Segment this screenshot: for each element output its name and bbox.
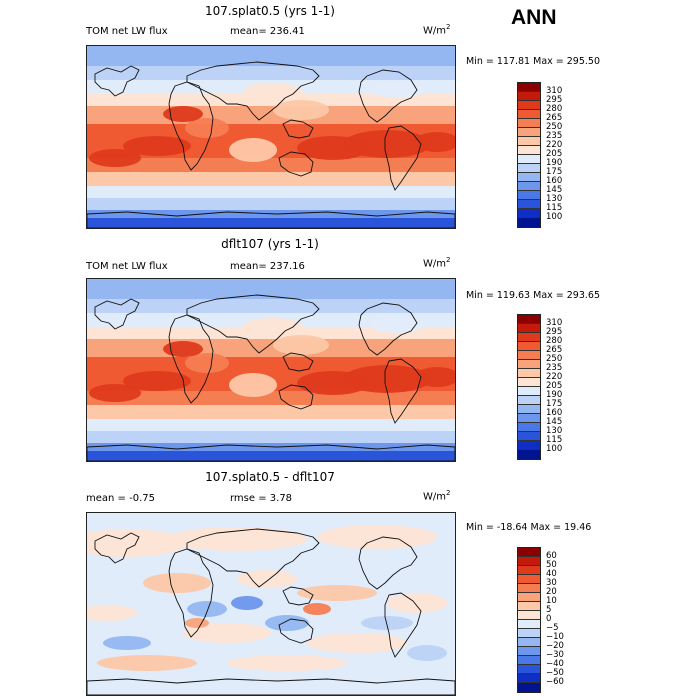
- colorbar-tick-label: 280: [546, 336, 563, 346]
- colorbar-tick-label: −60: [546, 677, 564, 687]
- colorbar-tick-label: 115: [546, 203, 563, 213]
- colorbar-tick-label: 130: [546, 194, 563, 204]
- panel-2-mean-label: mean= 237.16: [230, 261, 305, 272]
- colorbar-tick-label: 175: [546, 399, 563, 409]
- panel-2-colorbar: [517, 314, 541, 460]
- colorbar-tick-label: 60: [546, 551, 557, 561]
- colorbar-tick-label: 295: [546, 327, 563, 337]
- panel-1-title: 107.splat0.5 (yrs 1-1): [205, 4, 335, 18]
- coastline: [358, 536, 418, 590]
- coastline: [358, 302, 418, 356]
- colorbar-tick-label: −10: [546, 632, 564, 642]
- colorbar-tick-label: 115: [546, 435, 563, 445]
- panel-3-rmse-label: rmse = 3.78: [230, 493, 293, 504]
- colorbar-tick-label: 0: [546, 614, 552, 624]
- coastline: [87, 444, 455, 461]
- coastline: [186, 61, 320, 121]
- coastline: [282, 586, 314, 606]
- colorbar-tick-label: 235: [546, 363, 563, 373]
- colorbar-tick-label: 280: [546, 104, 563, 114]
- colorbar-tick-label: 10: [546, 596, 557, 606]
- coastline: [282, 119, 314, 139]
- panel-3-map-plot: [87, 513, 455, 695]
- colorbar-tick-label: −40: [546, 659, 564, 669]
- colorbar-tick-label: 20: [546, 587, 557, 597]
- coastline: [94, 532, 140, 564]
- coastline: [278, 151, 314, 177]
- colorbar-tick-label: 5: [546, 605, 552, 615]
- panel-2-units: W/m2: [423, 256, 451, 270]
- colorbar-tick-label: 145: [546, 417, 563, 427]
- panel-1-mean-label: mean= 236.41: [230, 26, 305, 37]
- colorbar-tick-label: 310: [546, 318, 563, 328]
- colorbar-tick-label: 250: [546, 354, 563, 364]
- coastline: [168, 314, 214, 404]
- coastline: [87, 678, 455, 695]
- panel-2-map-plot: [87, 279, 455, 461]
- colorbar-tick-label: 295: [546, 95, 563, 105]
- coastline: [168, 81, 214, 171]
- colorbar-tick-label: 235: [546, 131, 563, 141]
- colorbar-tick-label: 205: [546, 149, 563, 159]
- coastline: [87, 211, 455, 228]
- colorbar-tick-label: −20: [546, 641, 564, 651]
- coastline: [168, 548, 214, 638]
- colorbar-tick-label: 145: [546, 185, 563, 195]
- panel-3-minmax: Min = -18.64 Max = 19.46: [466, 522, 592, 533]
- colorbar-tick-label: 220: [546, 140, 563, 150]
- colorbar-tick-label: 190: [546, 390, 563, 400]
- coastline: [186, 294, 320, 354]
- season-title: ANN: [511, 6, 557, 29]
- panel-1-units: W/m2: [423, 23, 451, 37]
- colorbar-tick-label: 100: [546, 212, 563, 222]
- panel-3-units: W/m2: [423, 489, 451, 503]
- panel-3-mean-label: mean = -0.75: [86, 493, 155, 504]
- colorbar-tick-label: 265: [546, 113, 563, 123]
- colorbar-tick-label: 40: [546, 569, 557, 579]
- coastline: [278, 384, 314, 410]
- panel-1-variable-label: TOM net LW flux: [86, 26, 168, 37]
- panel-2-map: [86, 278, 456, 462]
- panel-2-minmax: Min = 119.63 Max = 293.65: [466, 290, 600, 301]
- colorbar-tick-label: −30: [546, 650, 564, 660]
- colorbar-tick-label: 175: [546, 167, 563, 177]
- colorbar-tick-label: 160: [546, 176, 563, 186]
- panel-2-title: dflt107 (yrs 1-1): [221, 237, 319, 251]
- coastline: [282, 352, 314, 372]
- colorbar-tick-label: 250: [546, 122, 563, 132]
- colorbar-tick-label: 265: [546, 345, 563, 355]
- colorbar-tick-label: 160: [546, 408, 563, 418]
- coastline: [384, 125, 422, 191]
- colorbar-tick-label: 30: [546, 578, 557, 588]
- colorbar-tick-label: −5: [546, 623, 559, 633]
- colorbar-tick-label: 50: [546, 560, 557, 570]
- panel-3-map: [86, 512, 456, 696]
- panel-3-title: 107.splat0.5 - dflt107: [205, 470, 335, 484]
- panel-1-map: [86, 45, 456, 229]
- colorbar-tick-label: 100: [546, 444, 563, 454]
- coastline: [94, 298, 140, 330]
- colorbar-tick-label: 190: [546, 158, 563, 168]
- coastline: [358, 69, 418, 123]
- panel-1-map-plot: [87, 46, 455, 228]
- coastline: [186, 528, 320, 588]
- panel-1-minmax: Min = 117.81 Max = 295.50: [466, 56, 600, 67]
- coastline: [384, 358, 422, 424]
- colorbar-tick-label: 310: [546, 86, 563, 96]
- colorbar-tick-label: 130: [546, 426, 563, 436]
- colorbar-tick-label: −50: [546, 668, 564, 678]
- panel-3-colorbar: [517, 547, 541, 693]
- panel-1-colorbar: [517, 82, 541, 228]
- colorbar-tick-label: 220: [546, 372, 563, 382]
- panel-2-variable-label: TOM net LW flux: [86, 261, 168, 272]
- coastline: [384, 592, 422, 658]
- colorbar-tick-label: 205: [546, 381, 563, 391]
- coastline: [278, 618, 314, 644]
- coastline: [94, 65, 140, 97]
